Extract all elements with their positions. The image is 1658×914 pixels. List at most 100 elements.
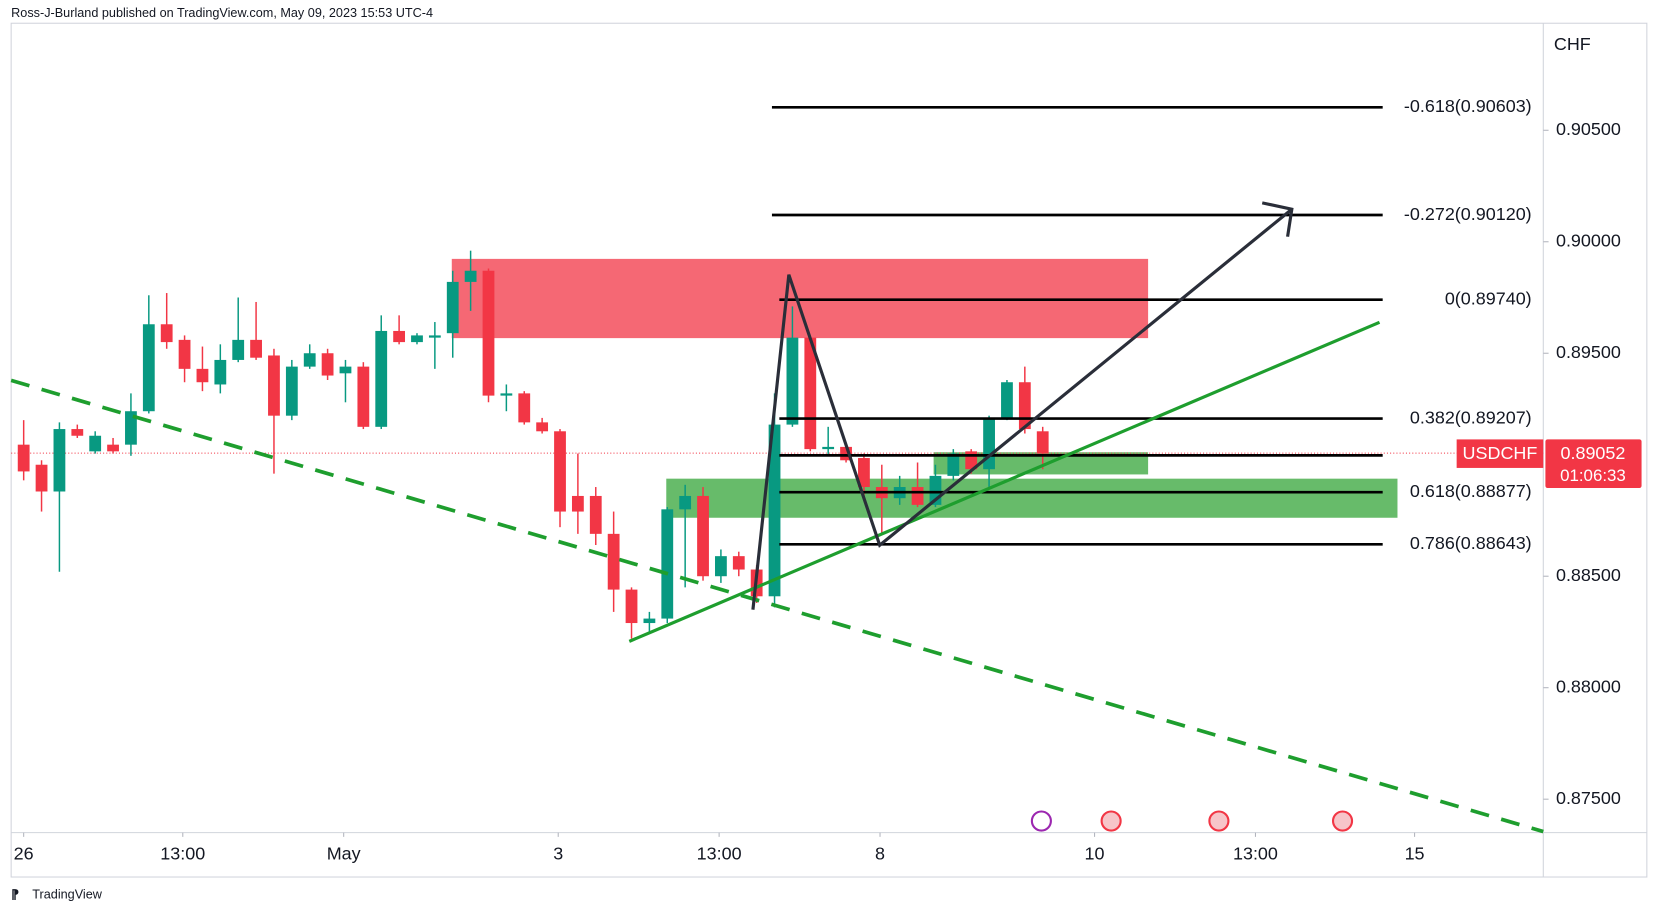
drawings — [10, 201, 1544, 834]
candle-body — [250, 339, 262, 358]
candle-body — [983, 417, 995, 470]
x-tick-label: 26 — [14, 844, 34, 864]
candle-body — [17, 444, 30, 472]
zones — [451, 258, 1398, 518]
candle-body — [929, 475, 942, 505]
x-tick-label: May — [327, 844, 361, 864]
candle-body — [339, 366, 352, 374]
candle-body — [142, 324, 155, 412]
candle-body — [53, 429, 66, 492]
candle-body — [536, 422, 549, 432]
candle-body — [1001, 382, 1013, 418]
candle-body — [554, 431, 566, 512]
candle-body — [786, 337, 799, 425]
candle-body — [196, 368, 209, 383]
fib-label: 0(0.89740) — [1445, 288, 1532, 308]
candle-body — [411, 335, 423, 343]
candle-body — [178, 339, 191, 369]
candle-body — [428, 335, 441, 338]
candle-body — [947, 453, 960, 476]
symbol-badge — [1456, 439, 1544, 468]
candle-body — [35, 464, 48, 492]
candle-body — [321, 353, 334, 376]
x-tick-label: 8 — [875, 844, 885, 864]
candle-body — [1018, 382, 1031, 430]
candle-body — [589, 495, 602, 534]
candle-body — [715, 556, 727, 577]
candle-body — [268, 355, 280, 416]
candle-body — [518, 393, 531, 423]
x-tick-label: 3 — [553, 844, 563, 864]
x-tick-label: 10 — [1085, 844, 1105, 864]
candle-body — [71, 429, 84, 436]
footer: TradingView — [32, 887, 103, 901]
x-tick-label: 13:00 — [160, 844, 205, 864]
y-tick-label: 0.90000 — [1556, 231, 1621, 251]
y-tick-label: 0.87500 — [1556, 788, 1621, 808]
candle-body — [500, 393, 513, 396]
candle-body — [1036, 431, 1049, 454]
candle-body — [858, 458, 870, 488]
candle-body — [661, 509, 674, 619]
candle-body — [357, 366, 370, 427]
candle-body — [697, 495, 709, 577]
candle-body — [911, 487, 924, 505]
fib-label: -0.272(0.90120) — [1404, 204, 1532, 224]
fib-label: 0.618(0.88877) — [1410, 481, 1532, 501]
event-icon[interactable] — [1030, 810, 1052, 832]
x-tick-label: 13:00 — [1233, 844, 1278, 864]
arrow-head — [1261, 201, 1294, 237]
y-tick-label: 0.88500 — [1556, 565, 1621, 585]
candle-body — [375, 330, 388, 427]
logo: ⁋ — [11, 887, 19, 901]
candle-body — [965, 451, 978, 470]
candle-body — [464, 270, 477, 282]
candle-body — [482, 270, 495, 396]
candle-body — [285, 366, 298, 416]
candle-body — [822, 446, 835, 450]
candle-body — [732, 556, 745, 570]
candle-body — [840, 446, 852, 461]
y-tick-label: 0.90500 — [1556, 119, 1621, 139]
candle-body — [679, 495, 692, 510]
candle-body — [446, 281, 459, 334]
event-icon[interactable] — [1331, 810, 1354, 832]
last-price-label: 0.89052 — [1561, 443, 1626, 463]
candle-body — [303, 353, 316, 367]
candle-body — [232, 339, 245, 360]
candle-body — [625, 589, 638, 624]
candle-body — [804, 337, 817, 450]
labels: 0.90500 0.90000 0.89500 0.88500 0.88000 0.875… — [14, 96, 1642, 864]
frame — [10, 22, 1648, 878]
candle-body — [125, 411, 137, 445]
price-badge — [1545, 439, 1642, 489]
fib-label: -0.618(0.90603) — [1404, 96, 1532, 116]
candle-body — [643, 618, 656, 624]
demand-zone — [666, 478, 1398, 518]
currency: CHF — [1554, 34, 1591, 54]
projection-path — [751, 207, 1293, 610]
fib-label: 0.382(0.89207) — [1410, 407, 1532, 427]
countdown-label: 01:06:33 — [1560, 466, 1626, 485]
candle-body — [107, 444, 119, 452]
event-icon[interactable] — [1100, 810, 1122, 832]
event-icon[interactable] — [1208, 810, 1230, 832]
candle-body — [89, 435, 102, 452]
event-icons — [1030, 810, 1354, 832]
header: Ross-J-Burland published on TradingView.… — [11, 6, 433, 20]
fib-label: 0.786(0.88643) — [1410, 533, 1532, 553]
x-tick-label: 15 — [1405, 844, 1425, 864]
dashed-trendline — [10, 378, 1544, 834]
candle-body — [214, 359, 227, 385]
x-tick-label: 13:00 — [697, 844, 742, 864]
candle-body — [393, 330, 406, 343]
y-tick-label: 0.88000 — [1556, 676, 1621, 696]
candle-body — [768, 424, 781, 597]
candle-body — [571, 495, 584, 512]
candle-body — [160, 324, 173, 343]
candle-body — [607, 533, 620, 590]
y-tick-label: 0.89500 — [1556, 342, 1621, 362]
